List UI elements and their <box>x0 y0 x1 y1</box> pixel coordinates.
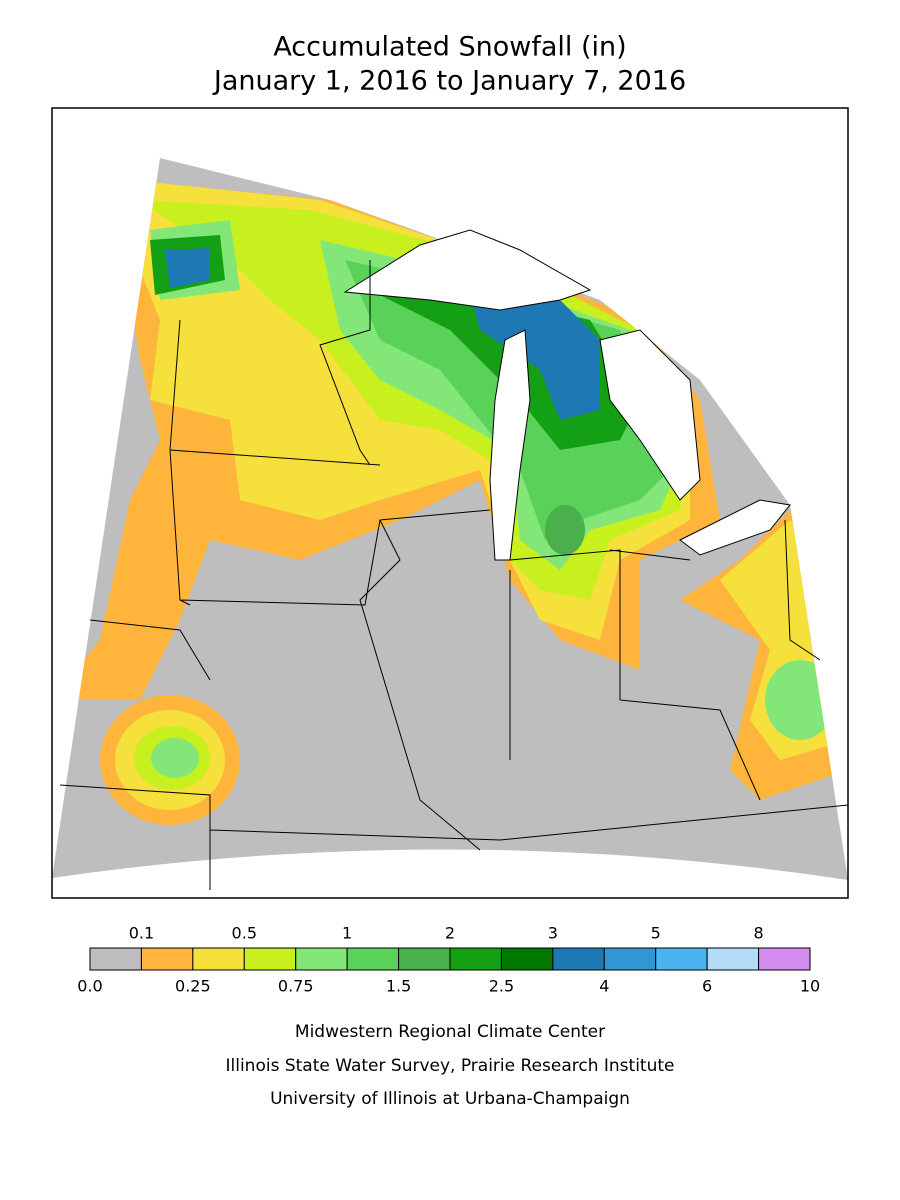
footer-line: Midwestern Regional Climate Center <box>295 1022 605 1042</box>
footer-line: University of Illinois at Urbana-Champai… <box>270 1089 630 1109</box>
legend-swatch <box>398 947 451 971</box>
legend-swatch <box>346 947 400 971</box>
legend-label: 1.5 <box>386 977 411 996</box>
map <box>51 107 849 899</box>
legend-swatch <box>449 947 502 971</box>
state-borders <box>59 260 849 890</box>
lake-erie <box>679 499 791 556</box>
map-frame <box>51 107 849 899</box>
legend-label: 4 <box>599 977 609 996</box>
legend-label: 0.25 <box>175 977 211 996</box>
legend-label: 8 <box>753 924 763 943</box>
legend-label: 1 <box>342 924 352 943</box>
legend-swatch <box>603 947 657 971</box>
legend-label: 0.5 <box>232 924 257 943</box>
footer-line: Illinois State Water Survey, Prairie Res… <box>226 1056 675 1076</box>
legend-swatch <box>89 947 142 971</box>
legend-swatch <box>243 947 297 971</box>
legend-swatch <box>758 947 811 971</box>
subtitle: January 1, 2016 to January 7, 2016 <box>212 66 686 97</box>
legend-label: 3 <box>548 924 558 943</box>
lake-superior <box>343 229 592 311</box>
legend-swatch <box>192 947 245 971</box>
legend-label: 0.0 <box>77 977 102 996</box>
lake-huron <box>599 329 701 501</box>
legend-label: 2 <box>445 924 455 943</box>
legend-label: 10 <box>800 977 820 996</box>
legend-swatch <box>295 947 348 971</box>
title: Accumulated Snowfall (in) <box>273 32 626 63</box>
legend-swatch <box>655 947 708 971</box>
legend-label: 6 <box>702 977 712 996</box>
legend-label: 2.5 <box>489 977 514 996</box>
legend-swatch <box>500 947 554 971</box>
legend-label: 0.75 <box>278 977 314 996</box>
legend-swatch <box>706 947 760 971</box>
legend-label: 0.1 <box>129 924 154 943</box>
legend-swatch <box>140 947 194 971</box>
legend-label: 5 <box>651 924 661 943</box>
legend: 0.0 0.1 0.25 0.5 0.75 1 1.5 2 2.5 3 4 5 6 8 10 <box>77 924 820 996</box>
legend-swatch <box>552 947 605 971</box>
